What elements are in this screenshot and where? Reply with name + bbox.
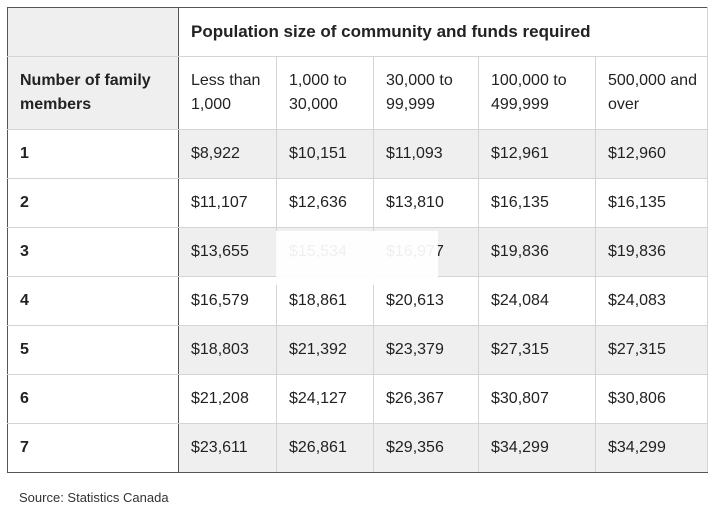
table-cell: $27,315 [478, 325, 596, 375]
corner-cell [7, 7, 179, 57]
table-cell: $30,807 [478, 374, 596, 424]
table-cell: $18,803 [178, 325, 277, 375]
table-row: 3 $13,655 $15,534 $16,977 $19,836 $19,83… [7, 227, 709, 277]
row-label: 3 [7, 227, 179, 277]
row-label: 6 [7, 374, 179, 424]
row-label: 5 [7, 325, 179, 375]
table-title: Population size of community and funds r… [177, 7, 709, 57]
table-cell: $16,135 [594, 178, 709, 228]
table-cell: $24,127 [276, 374, 374, 424]
table-cell: $16,977 [373, 227, 479, 277]
table-cell: $16,579 [178, 276, 277, 326]
column-header: 30,000 to 99,999 [373, 56, 479, 130]
table-cell: $13,655 [178, 227, 277, 277]
table-cell: $23,379 [373, 325, 479, 375]
table-cell: $18,861 [276, 276, 374, 326]
source-note: Source: Statistics Canada [19, 490, 169, 505]
table-row: 4 $16,579 $18,861 $20,613 $24,084 $24,08… [7, 276, 709, 326]
column-header: Less than 1,000 [178, 56, 277, 130]
table-cell: $11,107 [178, 178, 277, 228]
table-cell: $34,299 [478, 423, 596, 473]
table-cell: $13,810 [373, 178, 479, 228]
table-row: 6 $21,208 $24,127 $26,367 $30,807 $30,80… [7, 374, 709, 424]
table-row: 1 $8,922 $10,151 $11,093 $12,961 $12,960 [7, 129, 709, 179]
row-label: 4 [7, 276, 179, 326]
table-cell: $12,636 [276, 178, 374, 228]
table-cell: $34,299 [594, 423, 709, 473]
table-cell: $24,084 [478, 276, 596, 326]
row-header-label: Number of family members [7, 56, 179, 130]
table-cell: $26,861 [276, 423, 374, 473]
table-cell: $21,392 [276, 325, 374, 375]
table-cell: $30,806 [594, 374, 709, 424]
table-row: 5 $18,803 $21,392 $23,379 $27,315 $27,31… [7, 325, 709, 375]
table-cell: $19,836 [594, 227, 709, 277]
row-label: 7 [7, 423, 179, 473]
table-cell: $23,611 [178, 423, 277, 473]
row-label: 1 [7, 129, 179, 179]
table-cell: $10,151 [276, 129, 374, 179]
funds-table: Population size of community and funds r… [7, 7, 709, 473]
table-cell: $8,922 [178, 129, 277, 179]
column-header: 500,000 and over [594, 56, 709, 130]
table-cell: $21,208 [178, 374, 277, 424]
table-cell: $24,083 [594, 276, 709, 326]
row-label: 2 [7, 178, 179, 228]
table-cell: $27,315 [594, 325, 709, 375]
table-cell: $12,960 [594, 129, 709, 179]
column-header: 1,000 to 30,000 [276, 56, 374, 130]
table-row: 2 $11,107 $12,636 $13,810 $16,135 $16,13… [7, 178, 709, 228]
table-cell: $15,534 [276, 227, 374, 277]
table-cell: $11,093 [373, 129, 479, 179]
table-cell: $29,356 [373, 423, 479, 473]
column-header: 100,000 to 499,999 [478, 56, 596, 130]
table-cell: $12,961 [478, 129, 596, 179]
table-cell: $16,135 [478, 178, 596, 228]
table-row: 7 $23,611 $26,861 $29,356 $34,299 $34,29… [7, 423, 709, 473]
table-cell: $20,613 [373, 276, 479, 326]
table-cell: $26,367 [373, 374, 479, 424]
table-cell: $19,836 [478, 227, 596, 277]
